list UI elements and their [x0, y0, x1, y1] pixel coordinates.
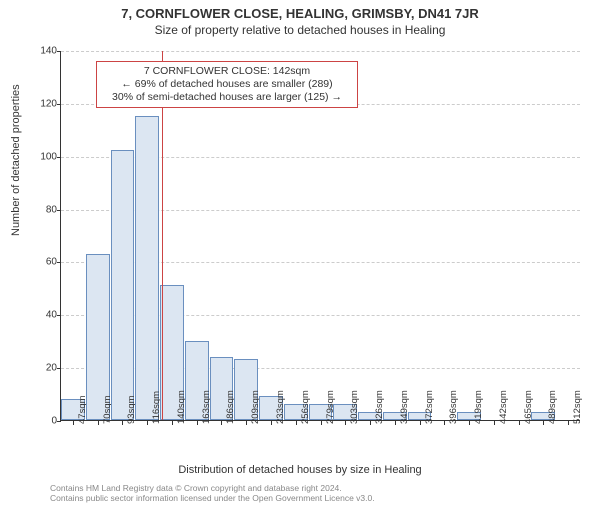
- x-tick-label: 372sqm: [424, 390, 435, 424]
- x-tick-label: 512sqm: [572, 390, 583, 424]
- x-tick-mark: [197, 421, 198, 425]
- x-tick-label: 442sqm: [498, 390, 509, 424]
- x-axis-label: Distribution of detached houses by size …: [0, 464, 600, 476]
- y-tick-label: 0: [27, 416, 57, 427]
- x-tick-mark: [271, 421, 272, 425]
- x-tick-mark: [296, 421, 297, 425]
- attribution: Contains HM Land Registry data © Crown c…: [50, 484, 375, 504]
- y-tick-label: 100: [27, 151, 57, 162]
- x-tick-mark: [321, 421, 322, 425]
- x-tick-mark: [519, 421, 520, 425]
- y-tick-mark: [57, 104, 61, 105]
- x-tick-mark: [543, 421, 544, 425]
- gridline: [61, 51, 580, 52]
- annotation-line-2: ← 69% of detached houses are smaller (28…: [105, 78, 349, 91]
- y-tick-mark: [57, 421, 61, 422]
- x-tick-mark: [246, 421, 247, 425]
- histogram-bar: [111, 150, 135, 420]
- y-tick-label: 80: [27, 204, 57, 215]
- x-tick-mark: [221, 421, 222, 425]
- x-tick-label: 489sqm: [547, 390, 558, 424]
- x-tick-mark: [345, 421, 346, 425]
- y-tick-mark: [57, 368, 61, 369]
- x-tick-mark: [395, 421, 396, 425]
- x-tick-mark: [370, 421, 371, 425]
- y-axis-label: Number of detached properties: [10, 84, 22, 236]
- x-tick-mark: [98, 421, 99, 425]
- x-tick-mark: [147, 421, 148, 425]
- y-tick-label: 40: [27, 310, 57, 321]
- annotation-box: 7 CORNFLOWER CLOSE: 142sqm ← 69% of deta…: [96, 61, 358, 108]
- histogram-bar: [135, 116, 159, 420]
- y-tick-mark: [57, 315, 61, 316]
- y-tick-mark: [57, 157, 61, 158]
- page-title: 7, CORNFLOWER CLOSE, HEALING, GRIMSBY, D…: [0, 6, 600, 21]
- x-tick-mark: [444, 421, 445, 425]
- y-tick-label: 20: [27, 363, 57, 374]
- annotation-line-1: 7 CORNFLOWER CLOSE: 142sqm: [105, 65, 349, 78]
- x-tick-mark: [172, 421, 173, 425]
- y-tick-label: 60: [27, 257, 57, 268]
- x-tick-mark: [122, 421, 123, 425]
- attribution-line-2: Contains public sector information licen…: [50, 494, 375, 504]
- x-tick-mark: [73, 421, 74, 425]
- x-tick-label: 419sqm: [473, 390, 484, 424]
- y-tick-mark: [57, 51, 61, 52]
- x-tick-mark: [494, 421, 495, 425]
- page-subtitle: Size of property relative to detached ho…: [0, 23, 600, 37]
- y-tick-label: 140: [27, 46, 57, 57]
- x-tick-mark: [420, 421, 421, 425]
- x-tick-mark: [469, 421, 470, 425]
- y-tick-mark: [57, 262, 61, 263]
- y-tick-label: 120: [27, 98, 57, 109]
- y-tick-mark: [57, 210, 61, 211]
- x-tick-mark: [568, 421, 569, 425]
- annotation-line-3: 30% of semi-detached houses are larger (…: [105, 91, 349, 104]
